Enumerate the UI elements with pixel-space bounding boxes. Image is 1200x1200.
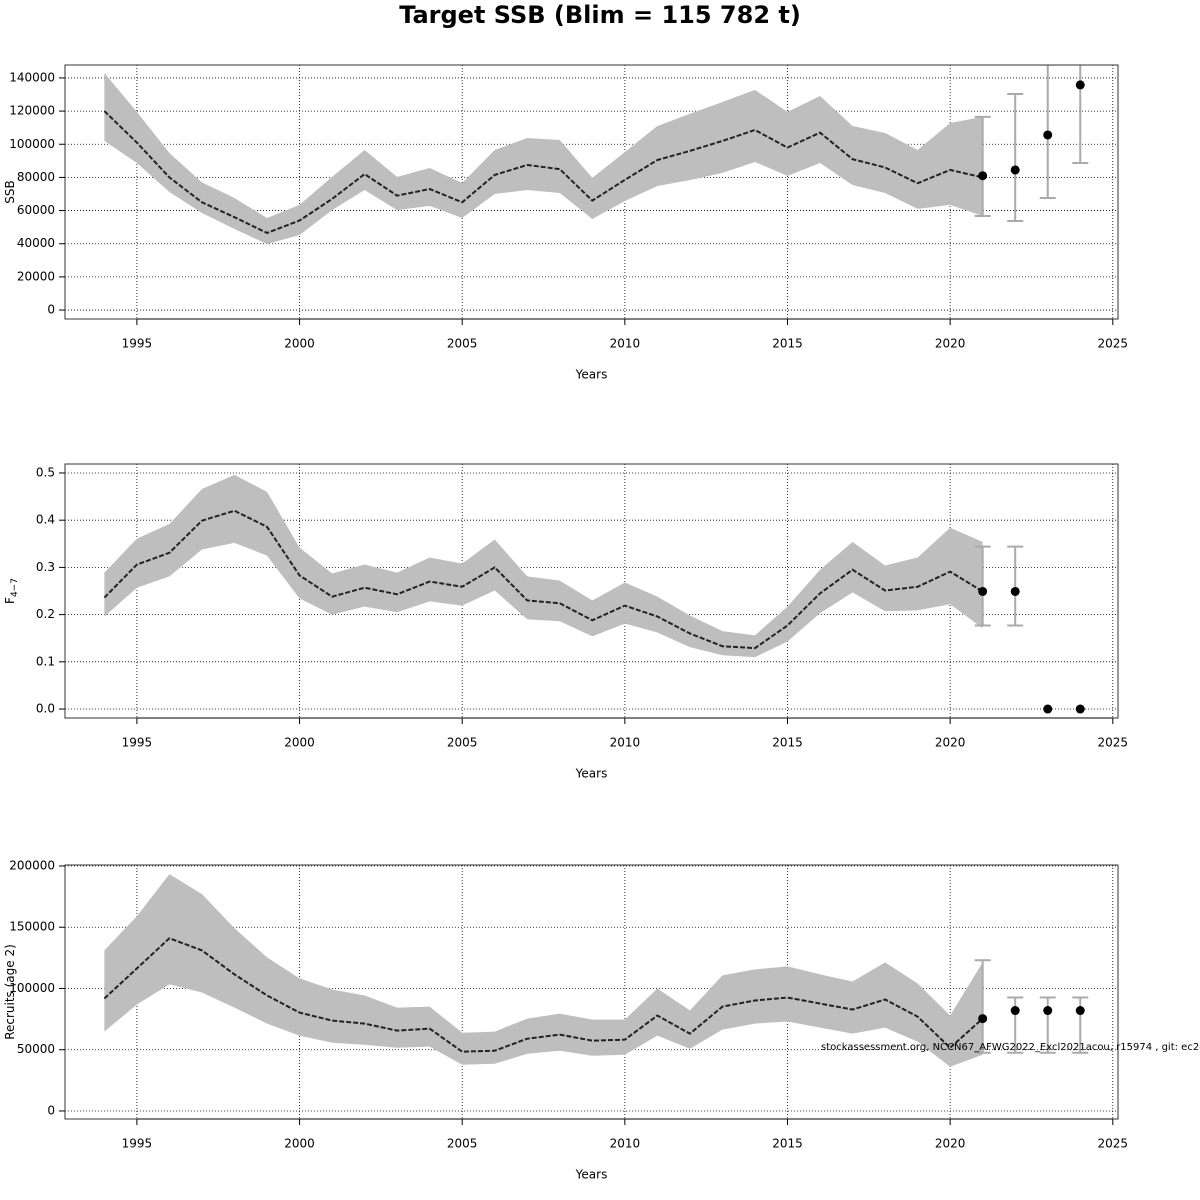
forecast-point	[978, 171, 988, 181]
y-tick-label: 0	[47, 1103, 55, 1117]
forecast-point	[1043, 130, 1053, 140]
x-tick-label: 2010	[610, 736, 641, 750]
y-tick-label: 120000	[9, 104, 55, 118]
x-tick-label: 2005	[447, 1137, 478, 1151]
x-tick-label: 2005	[447, 337, 478, 351]
plot-area	[103, 65, 1089, 245]
y-axis-label: Recruits (age 2)	[3, 944, 17, 1040]
y-tick-label: 0.0	[36, 702, 55, 716]
y-tick-label: 0	[47, 303, 55, 317]
confidence-band	[104, 474, 983, 658]
annotation: stockassessment.org, NCCN67_AFWG2022_Exc…	[821, 1042, 1200, 1053]
y-tick-label: 200000	[9, 858, 55, 872]
x-tick-label: 2010	[610, 1137, 641, 1151]
y-axis-label-main: SSB	[3, 180, 17, 203]
y-tick-label: 60000	[17, 203, 55, 217]
y-tick-label: 40000	[17, 236, 55, 250]
y-tick-label: 0.2	[36, 607, 55, 621]
x-tick-label: 2000	[284, 736, 315, 750]
forecast-point	[1043, 704, 1053, 714]
x-tick-label: 1995	[122, 1137, 153, 1151]
forecast-point	[1075, 80, 1085, 90]
confidence-band	[104, 874, 983, 1067]
estimate-line	[103, 110, 983, 235]
y-axis-label-sub: 4−7	[10, 578, 20, 597]
x-tick-label: 2025	[1098, 337, 1129, 351]
forecast-point	[1075, 704, 1085, 714]
x-tick-label: 2000	[284, 337, 315, 351]
forecast-point	[1010, 165, 1020, 175]
x-tick-label: 2010	[610, 337, 641, 351]
y-tick-label: 80000	[17, 170, 55, 184]
x-axis-label: Years	[575, 767, 608, 781]
y-tick-label: 140000	[9, 70, 55, 84]
plot-area	[103, 474, 1085, 714]
y-axis-label-main: F	[3, 597, 17, 604]
x-tick-label: 2025	[1098, 1137, 1129, 1151]
forecast-point	[1010, 1006, 1020, 1016]
y-tick-label: 100000	[9, 981, 55, 995]
x-axis-label: Years	[575, 368, 608, 382]
plot-area	[103, 874, 1089, 1067]
y-tick-label: 100000	[9, 137, 55, 151]
x-tick-label: 2015	[772, 337, 803, 351]
x-tick-label: 2000	[284, 1137, 315, 1151]
y-tick-label: 0.1	[36, 654, 55, 668]
x-tick-label: 1995	[122, 337, 153, 351]
x-tick-label: 2015	[772, 1137, 803, 1151]
y-axis-label: SSB	[3, 180, 17, 203]
y-tick-label: 20000	[17, 269, 55, 283]
x-tick-label: 2020	[935, 1137, 966, 1151]
forecast-point	[1043, 1006, 1053, 1016]
y-tick-label: 50000	[17, 1042, 55, 1056]
confidence-band	[104, 72, 983, 245]
y-tick-label: 150000	[9, 920, 55, 934]
x-tick-label: 2020	[935, 736, 966, 750]
forecast-point	[1075, 1006, 1085, 1016]
chart-title: Target SSB (Blim = 115 782 t)	[399, 1, 801, 29]
forecast-point	[1010, 586, 1020, 596]
x-tick-label: 2025	[1098, 736, 1129, 750]
estimate-line	[103, 937, 984, 1053]
x-tick-label: 2015	[772, 736, 803, 750]
y-tick-label: 0.5	[36, 465, 55, 479]
x-tick-label: 2005	[447, 736, 478, 750]
forecast-point	[978, 1014, 988, 1024]
x-axis-label: Years	[575, 1168, 608, 1182]
y-tick-label: 0.3	[36, 560, 55, 574]
x-tick-label: 2020	[935, 337, 966, 351]
y-axis-label: F4−7	[3, 578, 20, 604]
y-tick-label: 0.4	[36, 513, 55, 527]
y-axis-label-main: Recruits (age 2)	[3, 944, 17, 1040]
x-tick-label: 1995	[122, 736, 153, 750]
forecast-point	[978, 586, 988, 596]
estimate-line	[103, 509, 984, 650]
